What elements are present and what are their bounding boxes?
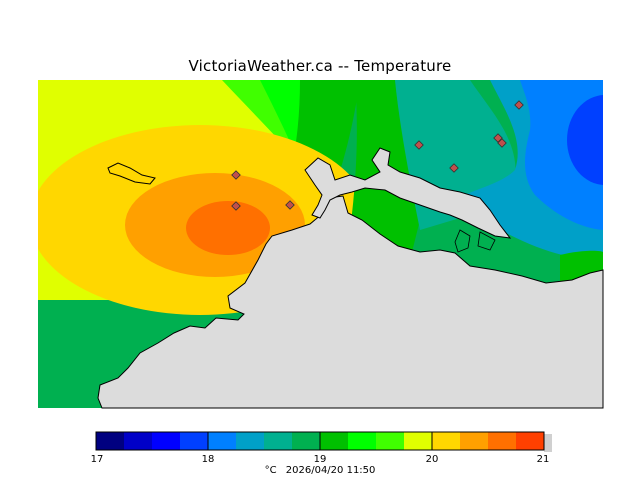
colorbar-tick-label: 19 [313,454,327,465]
colorbar-swatch [376,432,405,450]
colorbar-swatch [516,432,545,450]
station-marker[interactable] [449,163,459,173]
colorbar-swatch [404,432,433,450]
colorbar-caption: °C 2026/04/20 11:50 [0,465,640,476]
station-marker[interactable] [231,201,241,211]
timestamp: 2026/04/20 11:50 [285,465,376,476]
colorbar-swatch [292,432,321,450]
colorbar-swatch [264,432,293,450]
colorbar-swatch [96,432,125,450]
colorbar-swatch [488,432,517,450]
colorbar-swatch [180,432,209,450]
colorbar-tick-label: 21 [536,454,550,465]
station-marker[interactable] [285,200,295,210]
station-marker[interactable] [231,170,241,180]
colorbar-tick-label: 20 [425,454,439,465]
colorbar-tick-label: 17 [90,454,104,465]
colorbar-swatch [208,432,237,450]
colorbar-swatch [124,432,153,450]
map-title: VictoriaWeather.ca -- Temperature [188,57,452,75]
colorbar-swatch [320,432,349,450]
temperature-units: °C [264,465,277,476]
colorbar-swatch [152,432,181,450]
colorbar-swatch [432,432,461,450]
colorbar [95,431,552,452]
colorbar-tick-label: 18 [201,454,215,465]
colorbar-swatch [236,432,265,450]
landmass [97,147,604,409]
colorbar-shadow [544,434,552,452]
station-marker[interactable] [497,138,507,148]
station-marker[interactable] [414,140,424,150]
station-marker[interactable] [514,100,524,110]
station-markers [231,100,524,211]
colorbar-swatch [348,432,377,450]
colorbar-swatch [460,432,489,450]
